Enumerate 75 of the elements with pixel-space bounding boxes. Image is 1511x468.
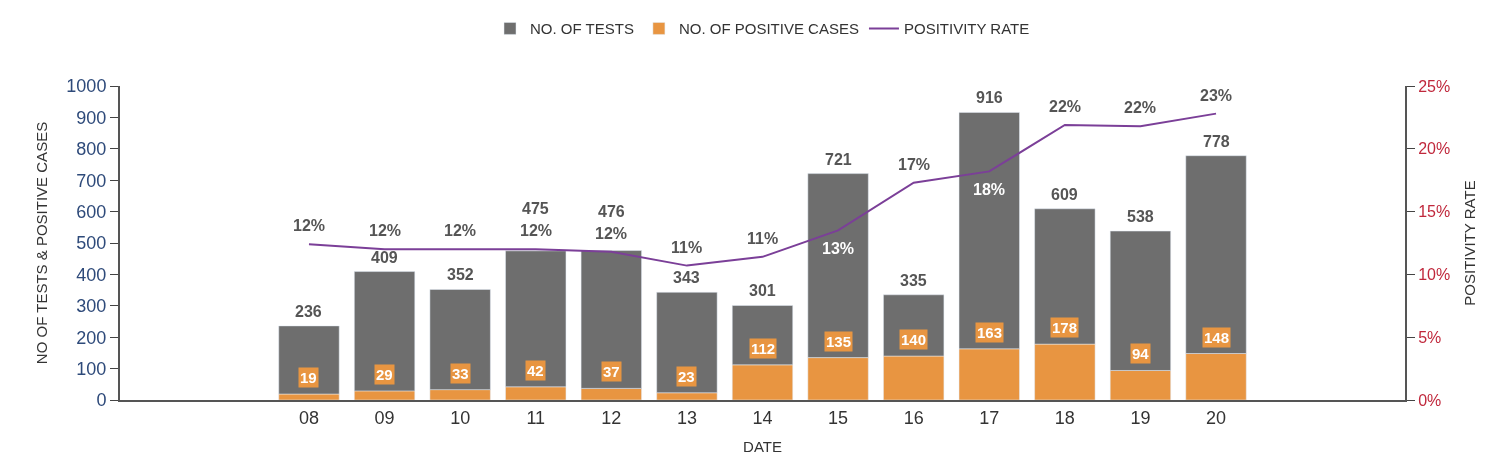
y-tick-label: 900 [76,107,107,128]
data-label: 13% [822,240,855,257]
data-label: 12% [595,225,628,242]
x-tick-label: 11 [526,407,546,428]
total-label: 475 [522,200,549,217]
data-label: 163 [977,324,1003,341]
y2-tick-label: 20% [1418,140,1451,158]
legend-label: NO. OF TESTS [530,20,634,38]
x-axis-title: DATE [743,438,782,456]
data-label: 22% [1124,99,1157,116]
x-tick-label: 19 [1130,407,1151,428]
data-label: 11% [747,230,779,247]
y-tick-label: 100 [76,358,107,379]
total-label: 538 [1127,208,1154,225]
data-label: 33 [452,365,469,382]
x-tick-label: 16 [903,407,924,428]
data-label: 37 [603,363,620,380]
total-label: 476 [598,203,625,220]
y-axis-title: NO OF TESTS & POSITIVE CASES [33,121,51,365]
data-label: 23 [678,368,695,385]
y-tick-label: 200 [76,327,107,348]
x-tick-label: 12 [601,407,622,428]
data-label: 29 [376,366,393,383]
total-label: 236 [295,303,322,320]
y2-tick-label: 25% [1418,77,1451,95]
data-label: 23% [1200,87,1233,104]
data-label: 112 [751,340,776,357]
data-label: 18% [973,181,1006,198]
y2-axis-title: POSITIVITY RATE [1460,180,1478,306]
data-label: 178 [1052,319,1078,336]
y-tick-label: 300 [76,296,107,317]
total-label: 352 [447,266,474,283]
data-label: 12% [293,217,326,234]
data-label: 19 [300,369,317,386]
total-label: 301 [749,282,776,299]
data-label: 11% [671,239,703,256]
x-tick-label: 13 [676,407,697,428]
legend-label: NO. OF POSITIVE CASES [678,20,859,38]
data-label: 12% [444,222,477,239]
x-tick-label: 10 [450,407,471,428]
y-tick-label: 800 [76,139,107,160]
x-tick-label: 18 [1054,407,1075,428]
total-label: 409 [371,249,398,266]
data-label: 42 [527,362,544,379]
y2-tick-label: 10% [1418,266,1451,283]
data-label: 12% [520,222,553,239]
x-tick-label: 09 [374,407,395,428]
y-tick-label: 400 [76,264,107,285]
data-label: 17% [898,156,931,173]
total-label: 335 [900,272,927,289]
x-tick-label: 20 [1206,407,1227,428]
data-label: 94 [1132,345,1150,362]
total-label: 343 [673,269,700,286]
y2-tick-label: 5% [1418,328,1442,346]
legend-label: POSITIVITY RATE [903,20,1030,38]
y-tick-label: 1000 [66,76,107,97]
data-label: 22% [1049,98,1082,115]
x-tick-label: 08 [298,407,319,428]
data-label: 140 [901,331,927,348]
y-tick-label: 0 [96,390,107,411]
total-label: 916 [976,89,1003,106]
y2-tick-label: 0% [1418,391,1442,409]
y-tick-label: 600 [76,201,107,222]
data-label: 12% [369,222,402,239]
x-tick-label: 15 [828,407,849,428]
total-label: 778 [1203,133,1230,150]
total-label: 721 [825,151,852,168]
total-label: 609 [1051,186,1078,203]
data-label: 135 [826,333,852,350]
y-tick-label: 700 [76,170,107,191]
y-tick-label: 500 [76,233,107,254]
x-tick-label: 17 [979,407,1000,428]
x-tick-label: 14 [752,407,773,428]
y2-tick-label: 15% [1418,203,1451,221]
data-label: 148 [1204,329,1230,346]
